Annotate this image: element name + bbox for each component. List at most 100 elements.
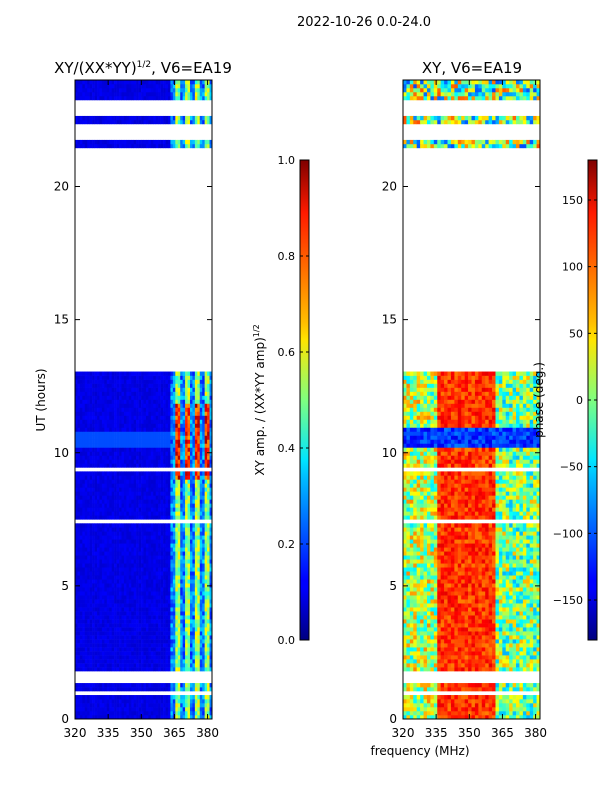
heatmap-cell: [109, 599, 112, 604]
heatmap-cell: [197, 599, 201, 604]
heatmap-cell: [155, 91, 159, 97]
heatmap-cell: [87, 511, 90, 516]
heatmap-cell: [192, 95, 196, 101]
heatmap-cell: [148, 403, 152, 408]
heatmap-cell: [185, 551, 188, 556]
heatmap-cell: [155, 399, 159, 404]
heatmap-cell: [165, 527, 169, 532]
heatmap-cell: [116, 543, 120, 548]
heatmap-cell: [133, 511, 137, 516]
heatmap-cell: [82, 387, 86, 392]
heatmap-cell: [136, 667, 139, 672]
heatmap-cell: [111, 375, 115, 380]
heatmap-cell: [207, 659, 210, 664]
heatmap-cell: [136, 595, 139, 600]
heatmap-cell: [185, 403, 188, 408]
heatmap-cell: [101, 619, 105, 624]
heatmap-cell: [121, 547, 125, 552]
heatmap-cell: [155, 547, 159, 552]
heatmap-cell: [94, 479, 98, 484]
heatmap-cell: [121, 499, 125, 504]
heatmap-cell: [92, 403, 95, 408]
heatmap-cell: [177, 571, 181, 576]
heatmap-cell: [158, 119, 161, 125]
heatmap-cell: [182, 371, 186, 376]
heatmap-cell: [177, 635, 181, 640]
heatmap-cell: [158, 547, 161, 552]
heatmap-cell: [92, 463, 95, 468]
heatmap-cell: [126, 655, 130, 660]
heatmap-cell: [165, 87, 169, 93]
heatmap-cell: [133, 143, 137, 149]
heatmap-cell: [104, 699, 108, 704]
heatmap-cell: [175, 143, 179, 149]
heatmap-cell: [180, 387, 183, 392]
heatmap-cell: [175, 411, 179, 416]
heatmap-cell: [199, 635, 203, 640]
heatmap-cell: [194, 119, 198, 125]
heatmap-cell: [189, 419, 193, 424]
heatmap-cell: [123, 379, 127, 384]
heatmap-cell: [104, 119, 108, 125]
heatmap-cell: [75, 411, 78, 416]
heatmap-cell: [145, 119, 149, 125]
heatmap-cell: [79, 435, 83, 440]
heatmap-cell: [79, 663, 83, 668]
heatmap-cell: [143, 635, 147, 640]
heatmap-cell: [92, 611, 95, 616]
heatmap-cell: [138, 511, 142, 516]
heatmap-cell: [133, 507, 137, 512]
heatmap-cell: [106, 447, 110, 452]
heatmap-cell: [189, 639, 193, 644]
heatmap-cell: [158, 699, 161, 704]
heatmap-cell: [141, 591, 144, 596]
heatmap-cell: [97, 507, 100, 512]
heatmap-cell: [119, 611, 122, 616]
heatmap-cell: [150, 655, 154, 660]
heatmap-cell: [180, 391, 183, 396]
heatmap-cell: [104, 623, 108, 628]
heatmap-cell: [77, 447, 81, 452]
heatmap-cell: [172, 371, 176, 376]
heatmap-cell: [177, 451, 181, 456]
heatmap-cell: [204, 587, 208, 592]
heatmap-cell: [172, 387, 176, 392]
heatmap-cell: [155, 407, 159, 412]
heatmap-cell: [116, 91, 120, 97]
heatmap-cell: [202, 87, 205, 93]
heatmap-cell: [158, 87, 161, 93]
heatmap-cell: [128, 379, 132, 384]
heatmap-cell: [126, 639, 130, 644]
heatmap-cell: [158, 579, 161, 584]
heatmap-cell: [163, 527, 166, 532]
heatmap-cell: [167, 379, 171, 384]
heatmap-cell: [92, 535, 95, 540]
heatmap-cell: [141, 683, 144, 688]
heatmap-cell: [131, 683, 135, 688]
heatmap-cell: [187, 583, 191, 588]
heatmap-cell: [145, 511, 149, 516]
heatmap-cell: [116, 427, 120, 432]
heatmap-cell: [131, 599, 135, 604]
heatmap-cell: [194, 427, 198, 432]
heatmap-cell: [141, 391, 144, 396]
heatmap-cell: [199, 447, 203, 452]
heatmap-cell: [180, 643, 183, 648]
heatmap-cell: [145, 647, 149, 652]
heatmap-cell: [155, 423, 159, 428]
heatmap-cell: [207, 647, 210, 652]
heatmap-cell: [143, 651, 147, 656]
heatmap-cell: [170, 459, 174, 464]
heatmap-cell: [170, 375, 174, 380]
heatmap-cell: [133, 587, 137, 592]
heatmap-cell: [202, 579, 205, 584]
heatmap-cell: [126, 543, 130, 548]
heatmap-cell: [145, 91, 149, 97]
heatmap-cell: [99, 607, 103, 612]
heatmap-cell: [158, 395, 161, 400]
heatmap-cell: [141, 395, 144, 400]
heatmap-cell: [123, 443, 127, 448]
heatmap-cell: [106, 471, 110, 476]
heatmap-cell: [82, 495, 86, 500]
heatmap-cell: [141, 403, 144, 408]
